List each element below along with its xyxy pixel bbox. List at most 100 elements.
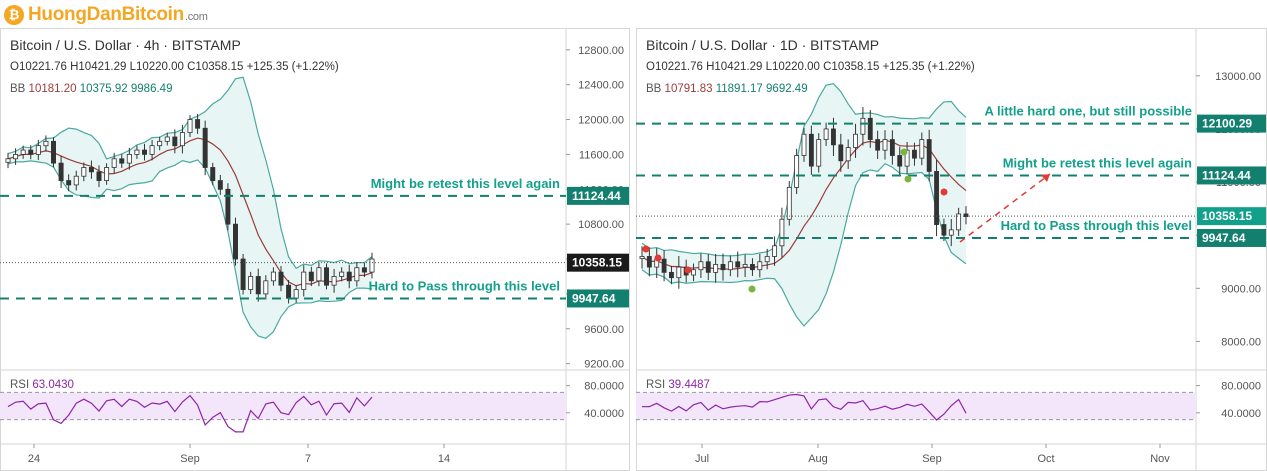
candle (51, 137, 56, 168)
candle (875, 130, 881, 160)
candle (705, 254, 711, 280)
candle (720, 253, 726, 281)
candle (157, 136, 163, 151)
candle (210, 162, 216, 186)
level-annotation: Might be retest this level again (371, 176, 560, 191)
bollinger-upper (641, 83, 967, 257)
candle (195, 113, 201, 134)
level-price-tag (1197, 228, 1266, 247)
candle (324, 263, 329, 290)
site-logo[interactable]: ₿ HuongDanBitcoin.com (4, 4, 208, 26)
candle (339, 267, 345, 282)
x-tick-label: Aug (808, 453, 828, 465)
candle (639, 246, 645, 269)
chart-4h[interactable]: 12800.0012400.0012000.0011600.0011200.00… (0, 28, 630, 471)
ohlc-readout: O10221.76 H10421.29 L10220.00 C10358.15 … (646, 61, 975, 73)
candle (43, 135, 49, 152)
candle (808, 125, 814, 175)
candle (853, 123, 858, 158)
level-annotation: Hard to Pass through this level (369, 278, 560, 293)
bitcoin-logo-icon: ₿ (4, 5, 24, 25)
candle (779, 207, 785, 258)
candle (742, 254, 748, 277)
rsi-tick-label: 40.0000 (1221, 408, 1261, 420)
candle (225, 183, 231, 231)
ohlc-readout: O10221.76 H10421.29 L10220.00 C10358.15 … (10, 61, 339, 73)
chart-panel-4h[interactable]: 12800.0012400.0012000.0011600.0011200.00… (0, 28, 630, 471)
candle (316, 262, 322, 287)
candle (735, 251, 741, 278)
candle (860, 107, 866, 146)
candle (126, 147, 132, 170)
rsi-line (641, 393, 967, 421)
candle (58, 155, 64, 188)
bb-readout: BB 10181.20 10375.92 9986.49 (10, 83, 172, 95)
candle (96, 165, 102, 188)
candle (757, 253, 763, 278)
rsi-band (0, 392, 566, 420)
level-price-label: 11124.44 (572, 189, 621, 203)
last-price-label: 10358.15 (1202, 209, 1252, 223)
x-tick-label: Oct (1037, 453, 1054, 465)
candle (934, 159, 939, 237)
candle (202, 120, 208, 176)
bollinger-lower (7, 159, 373, 339)
bollinger-basis (641, 139, 967, 270)
candle (88, 160, 94, 179)
candle (20, 145, 26, 159)
signal-dot (904, 175, 912, 183)
y-tick-label: 10800.00 (578, 219, 624, 231)
candle (248, 271, 254, 295)
candle (669, 265, 674, 285)
signal-dot (642, 245, 650, 253)
rsi-tick-label: 40.0000 (584, 408, 624, 420)
signal-dot (684, 266, 692, 274)
level-annotation: A little hard one, but still possible (984, 104, 1192, 119)
y-tick-label: 12400.00 (578, 80, 624, 92)
arrow-head (1041, 174, 1050, 182)
signal-dot (940, 188, 948, 196)
candle (698, 253, 704, 278)
rsi-tick-label: 80.0000 (584, 381, 624, 393)
chart-panel-1d[interactable]: 13000.0012000.0011000.0010000.009000.008… (636, 28, 1267, 471)
candle (240, 254, 246, 295)
x-tick-label: Nov (1150, 453, 1170, 465)
bollinger-band-fill (642, 83, 966, 326)
candle (750, 258, 755, 276)
level-price-label: 9947.64 (572, 291, 616, 305)
candle (149, 139, 155, 161)
candle (308, 266, 314, 287)
candle (278, 266, 284, 292)
x-tick-label: Sep (922, 453, 942, 465)
candle (904, 142, 910, 175)
level-price-tag (567, 289, 629, 308)
level-price-label: 11124.44 (1202, 168, 1251, 182)
candle (5, 152, 11, 169)
y-tick-label: 9000.00 (1221, 283, 1261, 295)
y-tick-label: 8000.00 (1221, 336, 1261, 348)
chart-1d[interactable]: 13000.0012000.0011000.0010000.009000.008… (636, 28, 1267, 471)
candle (142, 143, 147, 161)
candle (786, 181, 792, 226)
candle (217, 174, 223, 195)
candle (301, 265, 307, 297)
level-price-tag (567, 186, 629, 205)
bollinger-lower (641, 163, 967, 327)
candle (727, 255, 733, 277)
y-tick-label: 12800.00 (578, 45, 624, 57)
x-tick-label: 7 (305, 453, 311, 465)
candle (270, 267, 276, 286)
candle (81, 162, 87, 182)
last-price-tag (567, 253, 629, 272)
candle (233, 217, 238, 266)
candle (838, 133, 844, 172)
candle (691, 263, 696, 282)
candle (889, 130, 895, 165)
candle (346, 264, 352, 289)
rsi-readout: RSI 63.0430 (10, 379, 74, 391)
candle (263, 275, 269, 300)
candle (867, 110, 873, 148)
candle (676, 256, 682, 289)
candle (331, 268, 337, 293)
x-tick-label: 24 (28, 453, 40, 465)
